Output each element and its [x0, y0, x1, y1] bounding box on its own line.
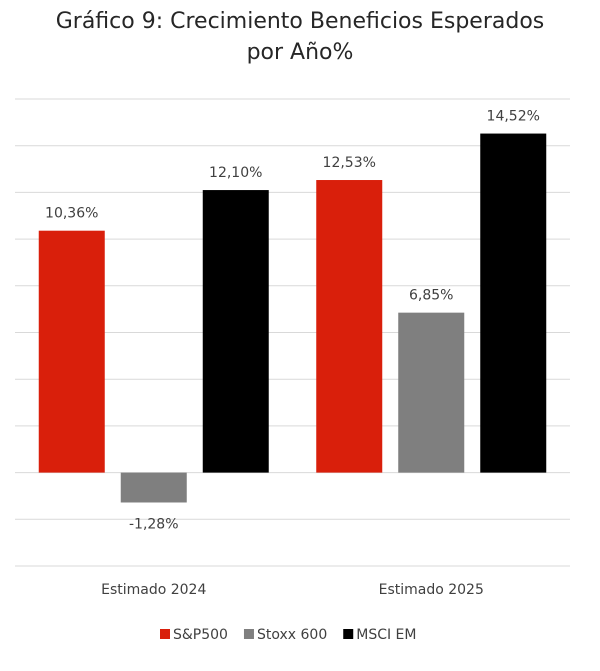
x-tick-label: Estimado 2024 — [101, 582, 206, 598]
legend-label: MSCI EM — [356, 627, 416, 643]
bar — [120, 472, 187, 503]
bar — [202, 190, 269, 473]
legend-swatch — [343, 629, 354, 639]
data-label: 6,85% — [409, 288, 453, 304]
bar — [316, 180, 383, 473]
data-label: 12,53% — [323, 155, 376, 171]
legend-swatch — [160, 629, 170, 639]
data-label: 12,10% — [209, 165, 262, 181]
bar — [38, 230, 105, 473]
data-label: 14,52% — [487, 109, 540, 125]
legend-label: Stoxx 600 — [257, 627, 327, 643]
legend-swatch — [243, 629, 254, 639]
bar — [480, 133, 547, 473]
bar — [398, 312, 465, 473]
x-tick-label: Estimado 2025 — [379, 582, 484, 598]
data-label: 10,36% — [45, 206, 98, 222]
chart-title: Gráfico 9: Crecimiento Beneficios Espera… — [55, 9, 545, 65]
legend-label: S&P500 — [173, 627, 228, 643]
data-label: -1,28% — [129, 516, 179, 532]
